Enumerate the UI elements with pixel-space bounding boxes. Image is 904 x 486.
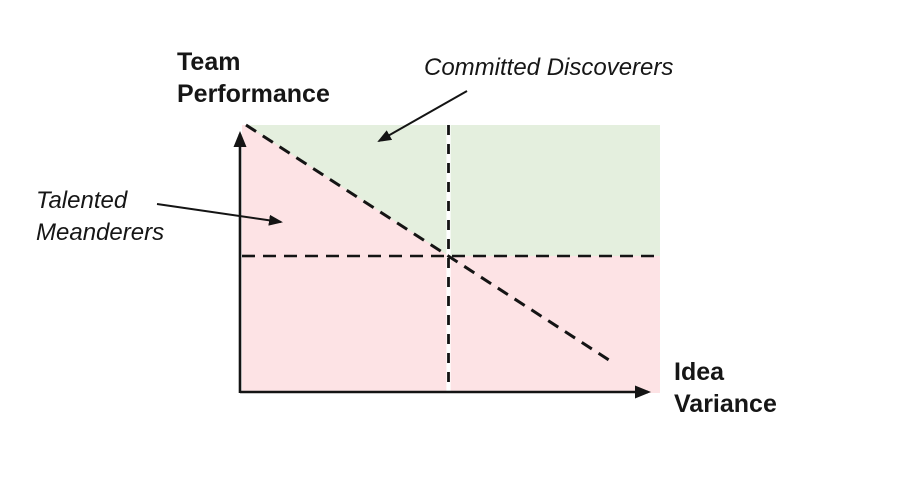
diagonal-tradeoff-line — [245, 123, 613, 364]
x-axis-title: Idea Variance — [674, 356, 777, 420]
committed-discoverers-text: Committed Discoverers — [424, 54, 674, 81]
green-zone — [246, 125, 660, 256]
y-axis-title: Team Performance — [177, 46, 330, 110]
talented-meanderers-label: Talented Meanderers — [36, 185, 164, 249]
committed-discoverers-label: Committed Discoverers — [424, 52, 673, 84]
talented-meanderers-arrow — [156, 203, 283, 226]
x-axis-title-line1: Idea — [674, 358, 725, 386]
committed-discoverers-arrow — [377, 90, 468, 142]
talented-meanderers-line2: Meanderers — [36, 219, 165, 246]
x-axis-title-line2: Variance — [674, 390, 777, 418]
y-axis-title-line1: Team — [177, 48, 241, 76]
y-axis-title-line2: Performance — [177, 80, 330, 108]
talented-meanderers-line1: Talented — [36, 187, 128, 214]
